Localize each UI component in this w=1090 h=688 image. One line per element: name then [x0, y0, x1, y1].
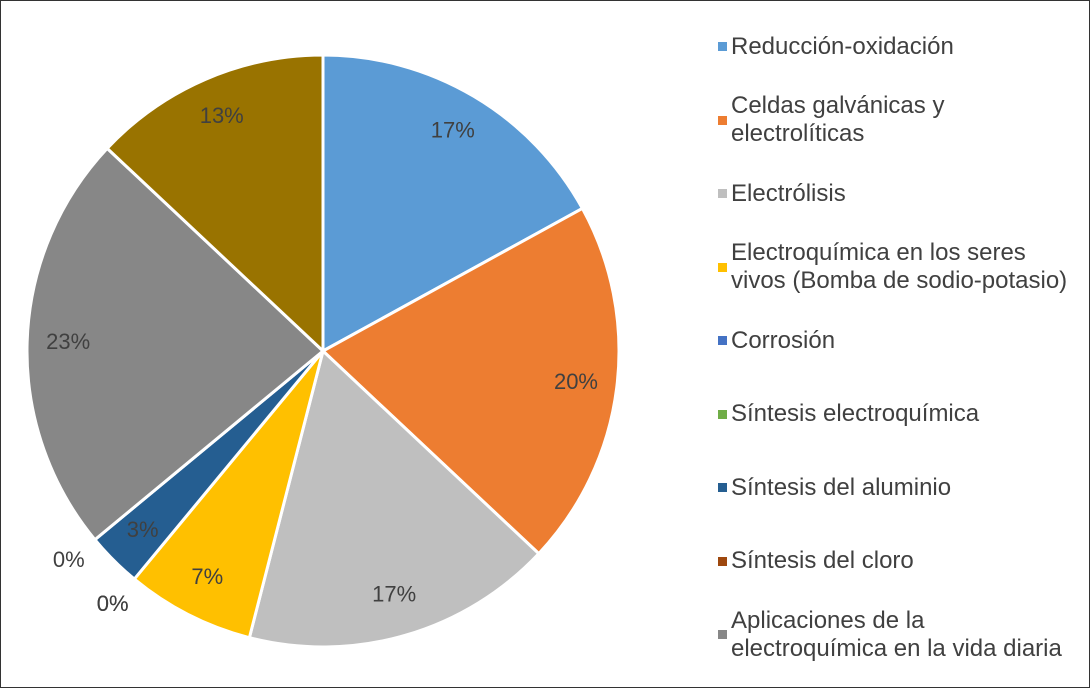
legend-entry: Celdas galvánicas y electrolíticas	[718, 84, 1088, 158]
legend-entry: Corrosión	[718, 304, 1088, 378]
legend-swatch	[718, 409, 727, 419]
legend-swatch	[718, 189, 727, 199]
data-label: 7%	[191, 564, 223, 589]
legend-entry: Síntesis del cloro	[718, 525, 1088, 599]
legend-label: Síntesis electroquímica	[731, 400, 980, 428]
data-label: 17%	[431, 117, 475, 142]
legend-entry: Electroquímica en los seres vivos (Bomba…	[718, 231, 1088, 305]
pie-slice	[105, 53, 325, 355]
legend-entry: Electrólisis	[718, 157, 1088, 231]
legend-label: Electroquímica en los seres vivos (Bomba…	[731, 239, 1068, 295]
legend-label: Corrosión	[731, 326, 836, 354]
data-label: 13%	[200, 103, 244, 128]
data-label: 0%	[53, 547, 85, 572]
legend-swatch	[718, 336, 727, 346]
legend-label: Celdas galvánicas y electrolíticas	[731, 92, 945, 148]
legend-swatch	[718, 262, 727, 272]
legend-entry: Aplicaciones de la electroquímica en la …	[718, 598, 1088, 672]
data-label: 23%	[46, 329, 90, 354]
legend-entry: Síntesis del aluminio	[718, 451, 1088, 525]
legend-entry: Reducción-oxidación	[718, 10, 1088, 84]
pie-slice	[132, 350, 325, 640]
data-label: 0%	[97, 591, 129, 616]
legend-label: Síntesis del aluminio	[731, 473, 952, 501]
legend-entry: Síntesis electroquímica	[718, 378, 1088, 452]
pie-slice	[321, 53, 585, 354]
legend-label: Reducción-oxidación	[731, 32, 954, 60]
legend-swatch	[718, 115, 727, 125]
legend-swatch	[718, 483, 727, 493]
pie-slice	[25, 146, 326, 542]
legend-label: Aplicaciones de la electroquímica en la …	[731, 606, 1062, 662]
data-label: 3%	[127, 517, 159, 542]
data-label: 17%	[372, 582, 416, 607]
data-label: 20%	[554, 369, 598, 394]
data-label: 0%	[97, 591, 129, 616]
pie-slice	[247, 348, 541, 649]
legend-label: Síntesis del cloro	[731, 547, 914, 575]
legend-label: Electrólisis	[731, 179, 846, 207]
legend-swatch	[718, 42, 727, 52]
legend: Reducción-oxidación Celdas galvánicas y e…	[718, 10, 1088, 672]
pie-slice	[320, 206, 621, 556]
legend-swatch	[718, 556, 727, 566]
legend-swatch	[718, 630, 727, 640]
